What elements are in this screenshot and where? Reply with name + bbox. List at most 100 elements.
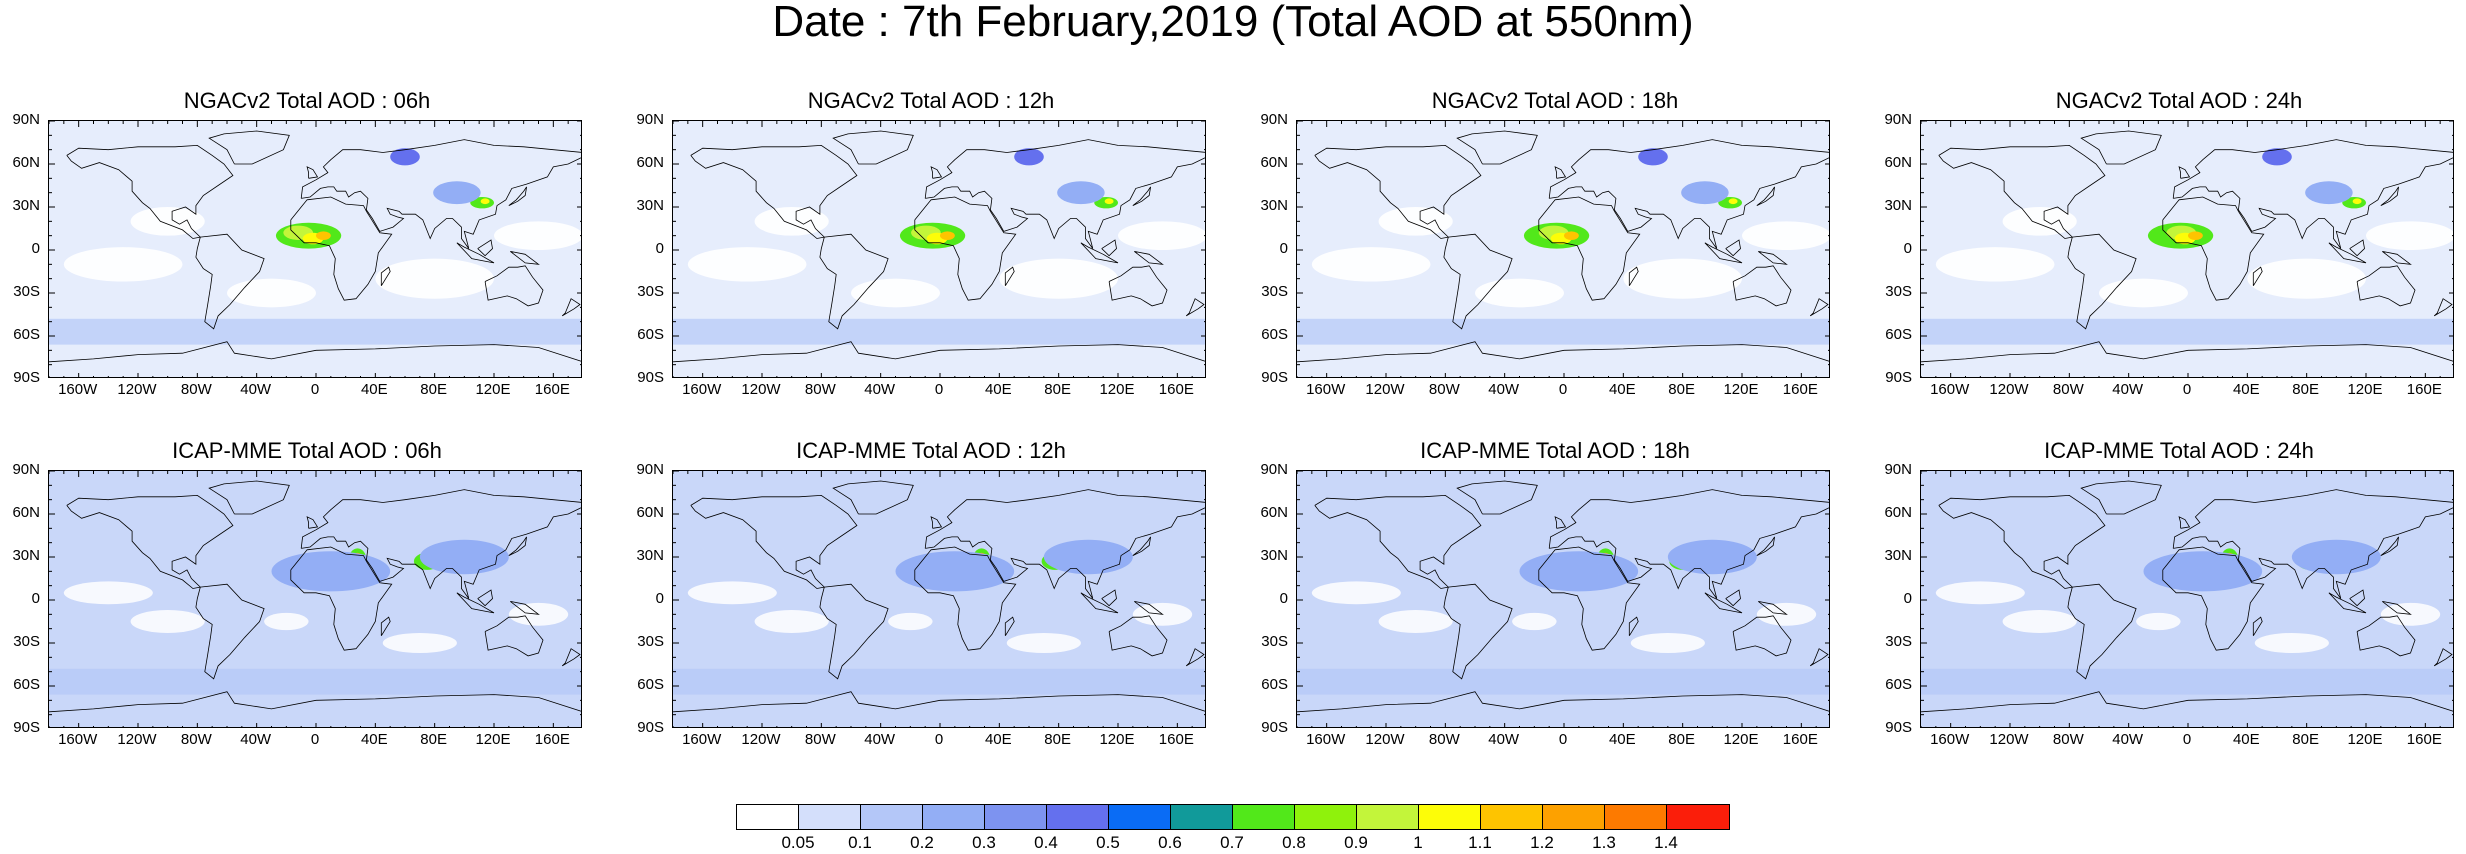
longitude-label: 160W	[58, 381, 98, 398]
latitude-label: 0	[1903, 240, 1912, 257]
longitude-label: 0	[1558, 381, 1568, 398]
colorbar-swatch	[1419, 805, 1481, 829]
longitude-label: 0	[934, 381, 944, 398]
colorbar-label: 0.1	[848, 833, 872, 852]
longitude-label: 40W	[864, 731, 896, 748]
aod-map	[1920, 470, 2454, 728]
latitude-label: 30N	[1260, 197, 1288, 214]
map-svg	[49, 121, 581, 377]
longitude-label: 40W	[240, 731, 272, 748]
latitude-label: 60N	[1884, 154, 1912, 171]
longitude-label: 40E	[360, 731, 388, 748]
latitude-label: 90S	[1885, 719, 1912, 736]
longitude-label: 80E	[2292, 381, 2319, 398]
longitude-label: 80W	[1428, 731, 1460, 748]
colorbar-swatch	[1543, 805, 1605, 829]
aod-map	[672, 120, 1206, 378]
colorbar-swatch	[799, 805, 861, 829]
longitude-label: 160W	[682, 731, 722, 748]
latitude-label: 60S	[1261, 326, 1288, 343]
longitude-label: 120W	[741, 381, 781, 398]
colorbar-label: 0.9	[1344, 833, 1368, 852]
colorbar-label: 1	[1413, 833, 1423, 852]
latitude-label: 60S	[13, 326, 40, 343]
longitude-label: 80W	[804, 731, 836, 748]
latitude-label: 90S	[637, 719, 664, 736]
longitude-label: 160E	[1158, 731, 1194, 748]
longitude-label: 80W	[2052, 381, 2084, 398]
colorbar-swatch	[1295, 805, 1357, 829]
panel-title: NGACv2 Total AOD : 12h	[807, 88, 1055, 113]
latitude-label: 30N	[1260, 547, 1288, 564]
latitude-label: 90S	[13, 369, 40, 386]
longitude-label: 80E	[1668, 381, 1695, 398]
latitude-label: 0	[31, 590, 40, 607]
map-panel: NGACv2 Total AOD : 18h 90N 60N 30N 0 30S 60S 90…	[1248, 88, 1862, 420]
colorbar-swatch	[1357, 805, 1419, 829]
longitude-label: 40W	[1488, 381, 1520, 398]
longitude-label: 120E	[475, 381, 511, 398]
latitude-label: 30S	[1261, 633, 1288, 650]
latitude-label: 60S	[637, 676, 664, 693]
longitude-label: 120W	[1989, 381, 2029, 398]
panel-title: ICAP-MME Total AOD : 18h	[1420, 438, 1690, 463]
longitude-label: 160E	[534, 731, 570, 748]
colorbar-swatch	[1605, 805, 1667, 829]
map-panel: ICAP-MME Total AOD : 06h 90N 60N 30N 0 30S 60S…	[0, 438, 614, 770]
longitude-label: 0	[2182, 731, 2192, 748]
latitude-label: 30N	[1884, 197, 1912, 214]
longitude-label: 80E	[2292, 731, 2319, 748]
colorbar-label: 1.3	[1592, 833, 1616, 852]
map-panel: ICAP-MME Total AOD : 12h 90N 60N 30N 0 30S 60S…	[624, 438, 1238, 770]
latitude-label: 90S	[13, 719, 40, 736]
longitude-label: 160W	[1930, 731, 1970, 748]
colorbar-label: 0.2	[910, 833, 934, 852]
map-panel: ICAP-MME Total AOD : 18h 90N 60N 30N 0 30S 60S…	[1248, 438, 1862, 770]
longitude-label: 40E	[2232, 731, 2260, 748]
longitude-label: 160E	[1782, 731, 1818, 748]
latitude-label: 60N	[636, 504, 664, 521]
aod-map	[48, 470, 582, 728]
panel-title: NGACv2 Total AOD : 06h	[183, 88, 431, 113]
longitude-label: 120E	[1099, 381, 1135, 398]
colorbar-label: 1.4	[1654, 833, 1678, 852]
colorbar-label: 0.8	[1282, 833, 1306, 852]
map-svg	[1921, 471, 2453, 727]
colorbar-swatch	[1171, 805, 1233, 829]
longitude-label: 120W	[117, 381, 157, 398]
longitude-label: 40E	[984, 381, 1012, 398]
longitude-label: 160W	[1306, 731, 1346, 748]
latitude-label: 30N	[636, 197, 664, 214]
longitude-label: 120W	[117, 731, 157, 748]
latitude-label: 60N	[12, 504, 40, 521]
longitude-label: 0	[934, 731, 944, 748]
latitude-label: 0	[1903, 590, 1912, 607]
longitude-label: 160E	[534, 381, 570, 398]
longitude-label: 40W	[864, 381, 896, 398]
longitude-label: 40W	[1488, 731, 1520, 748]
latitude-label: 60S	[1885, 676, 1912, 693]
latitude-label: 90N	[12, 461, 40, 478]
colorbar-label: 1.1	[1468, 833, 1492, 852]
longitude-label: 40E	[1608, 381, 1636, 398]
map-svg	[673, 471, 1205, 727]
map-svg	[49, 471, 581, 727]
longitude-label: 40E	[2232, 381, 2260, 398]
longitude-label: 120E	[2347, 731, 2383, 748]
colorbar-label: 0.05	[781, 833, 815, 852]
longitude-label: 120E	[2347, 381, 2383, 398]
longitude-label: 40E	[984, 731, 1012, 748]
longitude-label: 160W	[58, 731, 98, 748]
aod-map	[1920, 120, 2454, 378]
longitude-label: 120E	[1723, 731, 1759, 748]
longitude-label: 160W	[682, 381, 722, 398]
aod-map	[1296, 120, 1830, 378]
longitude-label: 0	[1558, 731, 1568, 748]
latitude-label: 0	[1279, 590, 1288, 607]
panel-title: ICAP-MME Total AOD : 06h	[172, 438, 442, 463]
latitude-label: 90N	[1260, 461, 1288, 478]
longitude-label: 80W	[2052, 731, 2084, 748]
panel-title: ICAP-MME Total AOD : 24h	[2044, 438, 2314, 463]
colorbar-swatch	[985, 805, 1047, 829]
latitude-label: 0	[655, 590, 664, 607]
